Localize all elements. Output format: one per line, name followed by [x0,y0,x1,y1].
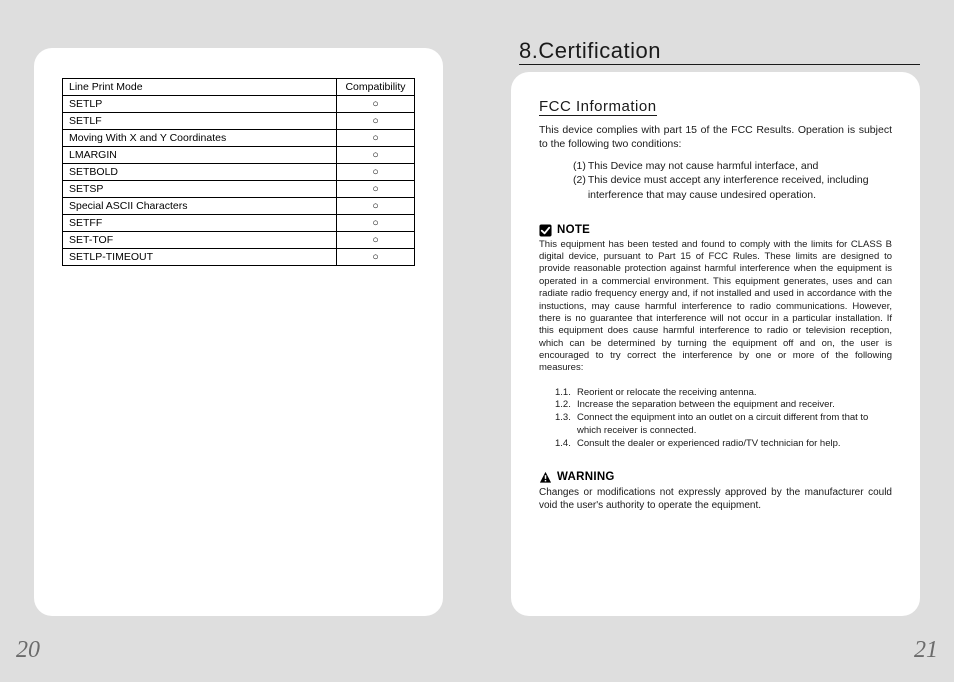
table-cell-name: SETLF [63,113,337,130]
table-header-compat: Compatibility [337,79,415,96]
page-left: Line Print Mode Compatibility SETLP○SETL… [0,0,477,682]
table-row: Special ASCII Characters○ [63,198,415,215]
table-row: SET-TOF○ [63,232,415,249]
measures-list: 1.1.Reorient or relocate the receiving a… [539,387,892,451]
table-cell-compat: ○ [337,198,415,215]
measure-item: 1.4.Consult the dealer or experienced ra… [555,438,892,451]
measure-text: Increase the separation between the equi… [577,399,892,412]
table-cell-name: SETLP [63,96,337,113]
page-number-left: 20 [16,637,40,664]
table-row: SETLP-TIMEOUT○ [63,249,415,266]
table-header-row: Line Print Mode Compatibility [63,79,415,96]
table-cell-compat: ○ [337,130,415,147]
measure-item: 1.3.Connect the equipment into an outlet… [555,412,892,438]
condition-item: (2) This device must accept any interfer… [573,173,888,201]
note-check-icon [539,224,552,237]
table-cell-name: SETBOLD [63,164,337,181]
line-print-mode-table: Line Print Mode Compatibility SETLP○SETL… [62,78,415,266]
measure-item: 1.2.Increase the separation between the … [555,399,892,412]
table-row: SETLF○ [63,113,415,130]
table-cell-name: LMARGIN [63,147,337,164]
warning-triangle-icon [539,471,552,484]
table-cell-name: Moving With X and Y Coordinates [63,130,337,147]
measure-text: Consult the dealer or experienced radio/… [577,438,892,451]
condition-item: (1) This Device may not cause harmful in… [573,159,888,173]
table-row: SETBOLD○ [63,164,415,181]
table-header-mode: Line Print Mode [63,79,337,96]
table-row: SETFF○ [63,215,415,232]
measure-text: Reorient or relocate the receiving anten… [577,387,892,400]
table-row: SETLP○ [63,96,415,113]
warning-label: WARNING [557,471,615,483]
table-cell-compat: ○ [337,181,415,198]
page-right: 8.Certification FCC Information This dev… [477,0,954,682]
fcc-conditions-list: (1) This Device may not cause harmful in… [539,159,892,202]
measure-item: 1.1.Reorient or relocate the receiving a… [555,387,892,400]
note-label: NOTE [557,224,590,236]
left-panel: Line Print Mode Compatibility SETLP○SETL… [34,48,443,616]
condition-text: This Device may not cause harmful interf… [588,159,888,173]
table-row: LMARGIN○ [63,147,415,164]
page-number-right: 21 [914,637,938,664]
measure-number: 1.1. [555,387,577,400]
fcc-intro-text: This device complies with part 15 of the… [539,124,892,151]
table-row: SETSP○ [63,181,415,198]
section-title-fcc: FCC Information [539,98,657,116]
warning-heading: WARNING [539,471,892,484]
measure-number: 1.4. [555,438,577,451]
right-panel: FCC Information This device complies wit… [511,72,920,616]
table-cell-name: SETLP-TIMEOUT [63,249,337,266]
measure-text: Connect the equipment into an outlet on … [577,412,892,438]
table-cell-name: SETSP [63,181,337,198]
table-cell-compat: ○ [337,147,415,164]
note-body-text: This equipment has been tested and found… [539,239,892,375]
warning-body-text: Changes or modifications not expressly a… [539,486,892,512]
measure-number: 1.2. [555,399,577,412]
table-cell-compat: ○ [337,232,415,249]
table-row: Moving With X and Y Coordinates○ [63,130,415,147]
table-cell-compat: ○ [337,113,415,130]
condition-number: (2) [573,173,588,201]
table-cell-compat: ○ [337,215,415,232]
table-cell-name: SET-TOF [63,232,337,249]
measure-number: 1.3. [555,412,577,438]
condition-number: (1) [573,159,588,173]
table-cell-compat: ○ [337,164,415,181]
note-heading: NOTE [539,224,892,237]
table-cell-name: SETFF [63,215,337,232]
table-cell-name: Special ASCII Characters [63,198,337,215]
table-cell-compat: ○ [337,249,415,266]
table-cell-compat: ○ [337,96,415,113]
chapter-title: 8.Certification [519,38,920,65]
condition-text: This device must accept any interference… [588,173,888,201]
